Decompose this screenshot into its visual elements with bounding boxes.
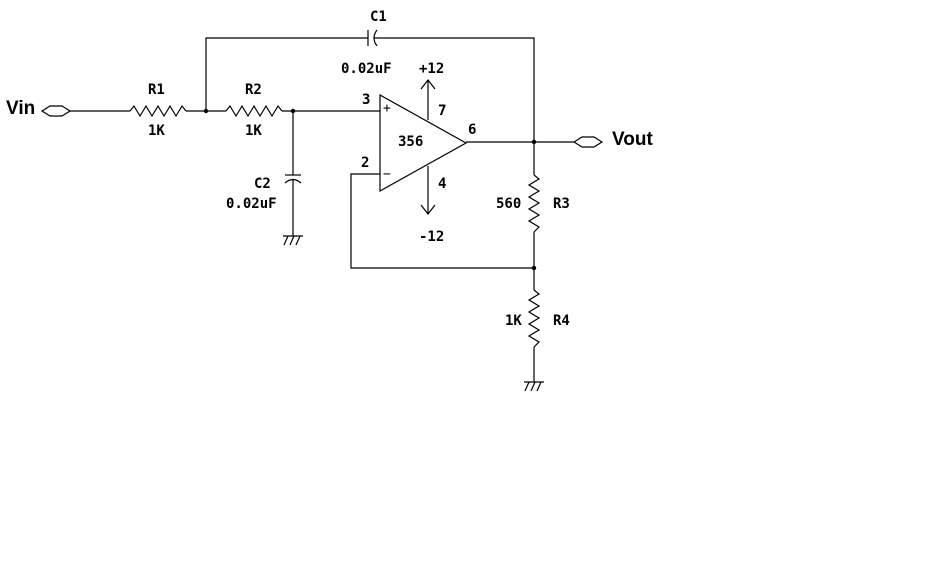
supply-positive-label: +12 [419, 61, 444, 77]
supply-negative: -12 [419, 166, 444, 245]
resistor-r4: 1K R4 [505, 268, 570, 382]
opamp-plus-sign: + [383, 101, 391, 116]
pin-4-label: 4 [438, 176, 446, 192]
resistor-r2-icon [225, 104, 283, 118]
supply-negative-label: -12 [419, 229, 444, 245]
opamp: 356 + − 3 2 6 7 4 [361, 92, 476, 193]
r4-value: 1K [505, 313, 522, 329]
opamp-part: 356 [398, 134, 423, 150]
vin-label: Vin [6, 98, 35, 119]
opamp-triangle-icon [379, 93, 468, 193]
vin-connector-icon [40, 105, 72, 117]
opamp-minus-sign: − [383, 167, 391, 182]
resistor-r4-icon [527, 289, 541, 348]
vout-label: Vout [612, 129, 653, 150]
resistor-r2: R2 1K [225, 82, 283, 139]
c2-name: C2 [254, 176, 271, 192]
c2-value: 0.02uF [226, 196, 277, 212]
arrow-up-icon [420, 79, 436, 90]
resistor-r3: 560 R3 [496, 142, 570, 268]
r4-name: R4 [553, 313, 570, 329]
capacitor-c2: C2 0.02uF [226, 111, 302, 236]
r1-value: 1K [148, 123, 165, 139]
r2-value: 1K [245, 123, 262, 139]
pin-2-label: 2 [361, 155, 369, 171]
wire-feedback [350, 173, 534, 269]
wire-c1-right [374, 37, 535, 142]
capacitor-c2-plate-bottom [284, 178, 302, 184]
wire-c1-left [205, 37, 368, 111]
pin-3-label: 3 [362, 92, 370, 108]
capacitor-c1: C1 0.02uF [205, 9, 535, 142]
resistor-r3-icon [527, 174, 541, 233]
c1-name: C1 [370, 9, 387, 25]
vout-connector-icon [572, 136, 604, 148]
r1-name: R1 [148, 82, 165, 98]
vout-terminal: Vout [572, 129, 653, 150]
resistor-r1: R1 1K [129, 82, 187, 139]
c1-value: 0.02uF [341, 61, 392, 77]
supply-positive: +12 [419, 61, 444, 120]
ground-r4-icon [524, 381, 544, 392]
vin-terminal: Vin [6, 98, 72, 119]
pin-6-label: 6 [468, 122, 476, 138]
arrow-down-icon [420, 204, 436, 215]
ground-c2-icon [283, 235, 303, 246]
r2-name: R2 [245, 82, 262, 98]
r3-name: R3 [553, 196, 570, 212]
r3-value: 560 [496, 196, 521, 212]
pin-7-label: 7 [438, 103, 446, 119]
resistor-r1-icon [129, 104, 187, 118]
